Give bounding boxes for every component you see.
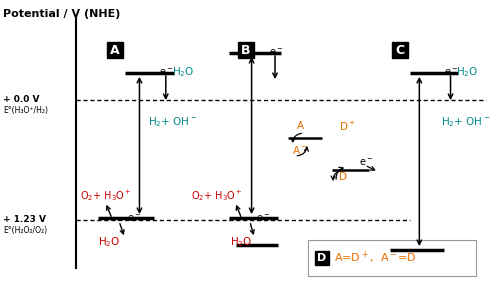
Text: E°(H₂O₂/O₂): E°(H₂O₂/O₂) <box>3 226 47 235</box>
Text: e$^-$: e$^-$ <box>444 67 458 78</box>
FancyBboxPatch shape <box>392 42 407 58</box>
Text: Potential / V (NHE): Potential / V (NHE) <box>3 9 120 19</box>
Text: A$^-$: A$^-$ <box>292 144 308 156</box>
Text: H$_2$+ OH$^-$: H$_2$+ OH$^-$ <box>148 115 198 129</box>
Text: D: D <box>340 172 347 182</box>
Text: D$^+$: D$^+$ <box>340 119 356 133</box>
Text: e$^-$: e$^-$ <box>269 46 283 58</box>
Text: A: A <box>296 121 304 131</box>
Text: D: D <box>317 253 326 263</box>
Text: e$^-$: e$^-$ <box>159 67 174 78</box>
FancyBboxPatch shape <box>308 240 476 276</box>
Text: H$_2$O: H$_2$O <box>230 235 252 249</box>
Text: A=D$^+$,  A$^-$=D: A=D$^+$, A$^-$=D <box>334 250 416 266</box>
Text: + 1.23 V: + 1.23 V <box>3 214 46 223</box>
Text: + 0.0 V: + 0.0 V <box>3 94 40 103</box>
Text: e$^-$: e$^-$ <box>359 157 374 167</box>
Text: e$^-$: e$^-$ <box>127 214 141 225</box>
Text: C: C <box>396 44 404 56</box>
Text: O$_2$+ H$_3$O$^+$: O$_2$+ H$_3$O$^+$ <box>191 189 243 203</box>
Text: B: B <box>241 44 250 56</box>
Text: O$_2$+ H$_3$O$^+$: O$_2$+ H$_3$O$^+$ <box>80 189 132 203</box>
Text: H$_2$O: H$_2$O <box>98 235 120 249</box>
Text: e$^-$: e$^-$ <box>256 212 271 223</box>
Text: H$_2$O: H$_2$O <box>172 65 194 79</box>
FancyBboxPatch shape <box>315 251 328 265</box>
FancyBboxPatch shape <box>238 42 254 58</box>
Text: H$_2$O: H$_2$O <box>456 65 479 79</box>
Text: E°(H₃O⁺/H₂): E°(H₃O⁺/H₂) <box>3 106 48 115</box>
FancyBboxPatch shape <box>108 42 123 58</box>
Text: A: A <box>110 44 120 56</box>
Text: H$_2$+ OH$^-$: H$_2$+ OH$^-$ <box>441 115 490 129</box>
